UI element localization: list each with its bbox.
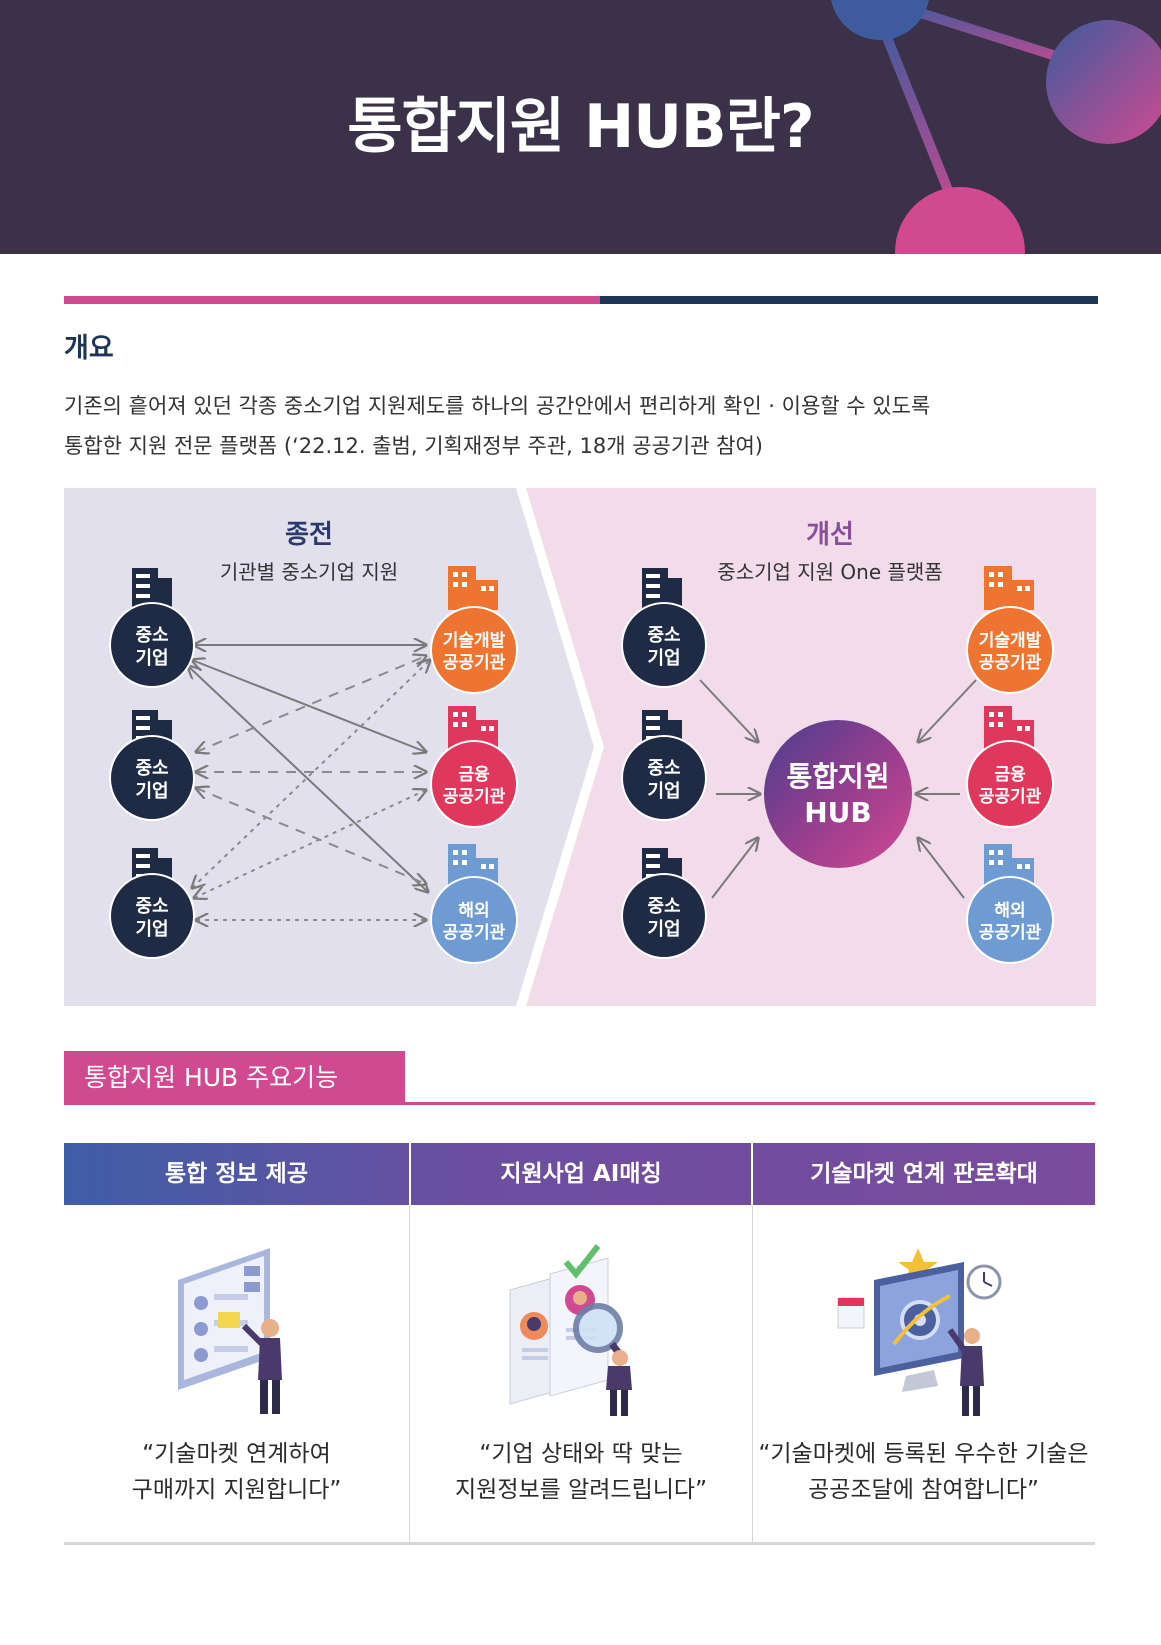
- svg-text:공공기관: 공공기관: [443, 923, 506, 943]
- feature-header-2: 지원사업 AI매칭: [500, 1161, 662, 1187]
- hub-circle: 통합지원 HUB: [764, 720, 912, 868]
- svg-text:중소: 중소: [135, 625, 168, 646]
- quote-line: 구매까지 지원합니다”: [131, 1477, 342, 1503]
- divider-navy: [600, 296, 1098, 304]
- before-agency-tech: 기술개발 공공기관: [430, 566, 518, 694]
- feature-header-3: 기술마켓 연계 판로확대: [810, 1161, 1038, 1187]
- svg-text:중소: 중소: [647, 625, 680, 646]
- svg-text:기술개발: 기술개발: [979, 631, 1042, 651]
- svg-text:금융: 금융: [994, 765, 1026, 785]
- building-icon: [642, 568, 682, 610]
- header-separator: [409, 1143, 411, 1205]
- overview-line-1: 기존의 흩어져 있던 각종 중소기업 지원제도를 하나의 공간안에서 편리하게 …: [64, 394, 931, 418]
- svg-text:기업: 기업: [135, 919, 168, 940]
- svg-text:해외: 해외: [994, 901, 1025, 921]
- after-connections: [699, 679, 977, 899]
- svg-text:중소: 중소: [135, 758, 168, 779]
- feature-header-1: 통합 정보 제공: [165, 1161, 308, 1187]
- after-title: 개선: [806, 520, 854, 550]
- before-agency-overseas: 해외 공공기관: [430, 844, 518, 964]
- svg-text:해외: 해외: [458, 901, 489, 921]
- before-subtitle: 기관별 중소기업 지원: [220, 560, 398, 584]
- column-separator: [409, 1205, 410, 1544]
- quote-line: “기업 상태와 딱 맞는: [479, 1441, 683, 1467]
- header-separator: [751, 1143, 753, 1205]
- svg-text:기업: 기업: [135, 648, 168, 669]
- svg-text:기업: 기업: [647, 781, 680, 802]
- quote-line: “기술마켓 연계하여: [142, 1441, 331, 1467]
- features-body: [64, 1205, 1095, 1544]
- after-company-1: 중소 기업: [621, 568, 707, 688]
- overview-line-2: 통합한 지원 전문 플랫폼 (‘22.12. 출범, 기획재정부 주관, 18개…: [64, 434, 763, 458]
- after-subtitle: 중소기업 지원 One 플랫폼: [717, 560, 942, 584]
- before-company-2: 중소 기업: [109, 710, 195, 821]
- features-header-row: 통합 정보 제공 지원사업 AI매칭 기술마켓 연계 판로확대: [64, 1143, 1095, 1205]
- svg-text:공공기관: 공공기관: [979, 923, 1042, 943]
- after-company-2: 중소 기업: [621, 710, 707, 821]
- features-section-title: 통합지원 HUB 주요기능: [64, 1051, 405, 1105]
- svg-text:공공기관: 공공기관: [443, 787, 506, 807]
- column-separator: [752, 1205, 753, 1544]
- svg-text:중소: 중소: [135, 896, 168, 917]
- before-agency-finance: 금융 공공기관: [430, 706, 518, 828]
- svg-text:기업: 기업: [647, 648, 680, 669]
- feature-quote-3: “기술마켓에 등록된 우수한 기술은 공공조달에 참여합니다”: [752, 1436, 1095, 1508]
- before-connections: [188, 645, 430, 920]
- quote-line: 공공조달에 참여합니다”: [808, 1477, 1039, 1503]
- monitor-market-illustration-icon: [837, 1248, 1002, 1416]
- svg-text:공공기관: 공공기관: [443, 653, 506, 673]
- svg-text:중소: 중소: [647, 758, 680, 779]
- svg-text:공공기관: 공공기관: [979, 653, 1042, 673]
- molecule-decoration-icon: [831, 0, 1161, 254]
- page-title: 통합지원 HUB란?: [347, 92, 814, 162]
- feature-quote-1: “기술마켓 연계하여 구매까지 지원합니다”: [64, 1436, 409, 1508]
- building-icon: [984, 566, 1034, 610]
- svg-text:금융: 금융: [458, 765, 490, 785]
- svg-text:기업: 기업: [647, 919, 680, 940]
- svg-text:통합지원: 통합지원: [786, 760, 889, 793]
- overview-text: 기존의 흩어져 있던 각종 중소기업 지원제도를 하나의 공간안에서 편리하게 …: [64, 386, 1114, 466]
- svg-text:기술개발: 기술개발: [443, 631, 506, 651]
- quote-line: “기술마켓에 등록된 우수한 기술은: [758, 1441, 1089, 1467]
- before-company-1: 중소 기업: [109, 568, 195, 688]
- feature-quote-2: “기업 상태와 딱 맞는 지원정보를 알려드립니다”: [410, 1436, 752, 1508]
- building-icon: [448, 566, 498, 610]
- svg-text:기업: 기업: [135, 781, 168, 802]
- profile-matching-illustration-icon: [509, 1244, 632, 1416]
- features-underline: [405, 1102, 1095, 1105]
- svg-text:공공기관: 공공기관: [979, 787, 1042, 807]
- before-company-3: 중소 기업: [109, 848, 195, 959]
- page-header: 통합지원 HUB란?: [0, 0, 1161, 254]
- after-agency-tech: 기술개발 공공기관: [966, 566, 1054, 694]
- after-agency-overseas: 해외 공공기관: [966, 844, 1054, 964]
- divider-pink: [64, 296, 600, 304]
- after-agency-finance: 금융 공공기관: [966, 706, 1054, 828]
- section-divider: [64, 296, 1098, 304]
- features-bottom-border: [64, 1542, 1095, 1545]
- overview-title: 개요: [64, 333, 114, 364]
- svg-text:중소: 중소: [647, 896, 680, 917]
- quote-line: 지원정보를 알려드립니다”: [455, 1477, 707, 1503]
- hub-comparison-diagram: 종전 기관별 중소기업 지원 개선 중소기업 지원 One 플랫폼 중소 기업 …: [64, 488, 1096, 1006]
- svg-text:HUB: HUB: [804, 796, 872, 829]
- dashboard-illustration-icon: [178, 1248, 282, 1414]
- before-title: 종전: [285, 520, 333, 550]
- after-company-3: 중소 기업: [621, 848, 707, 959]
